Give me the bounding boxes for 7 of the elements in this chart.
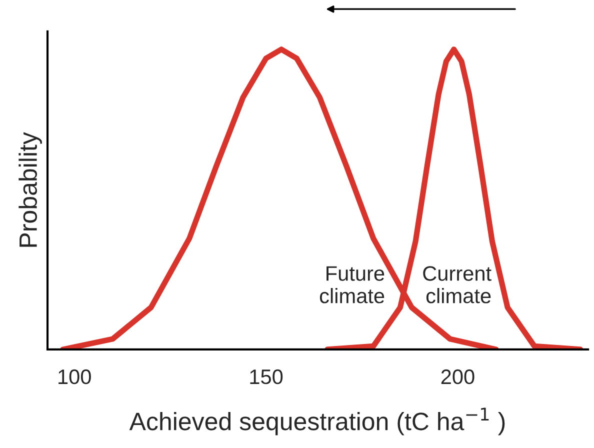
x-tick-label: 200 (441, 369, 474, 384)
x-tick-label: 150 (250, 369, 283, 384)
x-tick-label: 100 (58, 369, 91, 384)
series-label: Current climate (423, 266, 492, 304)
y-axis-title: Probability (18, 132, 42, 247)
series-label: Future climate (320, 266, 384, 304)
x-axis-title: Achieved sequestration (tC ha$^{−1}$ ) (129, 408, 505, 436)
